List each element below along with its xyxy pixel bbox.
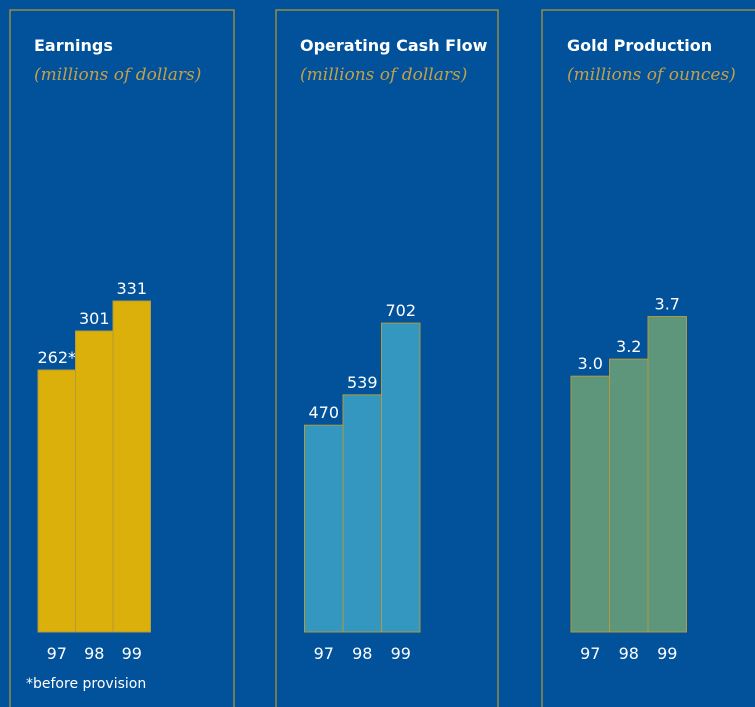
x-tick-label: 98 — [619, 644, 639, 663]
data-label: 301 — [79, 309, 110, 328]
bar-series: 262* 97 301 98 331 99 — [37, 279, 151, 663]
bar-98 — [75, 330, 114, 633]
bar-97 — [37, 369, 76, 633]
data-label: 262* — [37, 348, 76, 367]
panel-border — [541, 9, 755, 707]
chart-panel-earnings: Earnings (millions of dollars) 262* 97 301… — [9, 9, 235, 707]
footnote: *before provision — [26, 676, 146, 692]
chart-subtitle: (millions of dollars) — [34, 65, 201, 85]
x-tick-label: 99 — [122, 644, 142, 663]
chart-panel-operating-cash-flow: Operating Cash Flow (millions of dollars… — [275, 9, 499, 707]
data-label: 3.0 — [578, 354, 603, 373]
chart-title: Operating Cash Flow — [300, 36, 488, 55]
chart-title: Gold Production — [567, 36, 712, 55]
x-tick-label: 98 — [84, 644, 104, 663]
x-tick-label: 99 — [391, 644, 411, 663]
data-label: 702 — [385, 301, 416, 320]
panel-border — [275, 9, 499, 707]
data-label: 539 — [347, 373, 378, 392]
data-label: 3.7 — [655, 294, 680, 313]
bar-series: 3.0 97 3.2 98 3.7 99 — [570, 294, 687, 663]
bar-99 — [381, 322, 421, 633]
bar-series: 470 97 539 98 702 99 — [304, 301, 421, 663]
chart-title: Earnings — [34, 36, 113, 55]
bar-99 — [112, 300, 151, 633]
chart-panel-gold-production: Gold Production (millions of ounces) 3.0… — [541, 9, 755, 707]
data-label: 331 — [116, 279, 147, 298]
panel-border — [9, 9, 235, 707]
data-label: 470 — [308, 403, 339, 422]
x-tick-label: 97 — [580, 644, 600, 663]
bar-97 — [304, 424, 344, 633]
bar-99 — [647, 315, 687, 633]
chart-subtitle: (millions of dollars) — [300, 65, 467, 85]
x-tick-label: 97 — [314, 644, 334, 663]
bar-97 — [570, 375, 610, 633]
bar-98 — [342, 394, 382, 633]
x-tick-label: 97 — [47, 644, 67, 663]
bar-98 — [609, 358, 649, 633]
data-label: 3.2 — [616, 337, 641, 356]
x-tick-label: 98 — [352, 644, 372, 663]
chart-subtitle: (millions of ounces) — [567, 65, 736, 85]
x-tick-label: 99 — [657, 644, 677, 663]
